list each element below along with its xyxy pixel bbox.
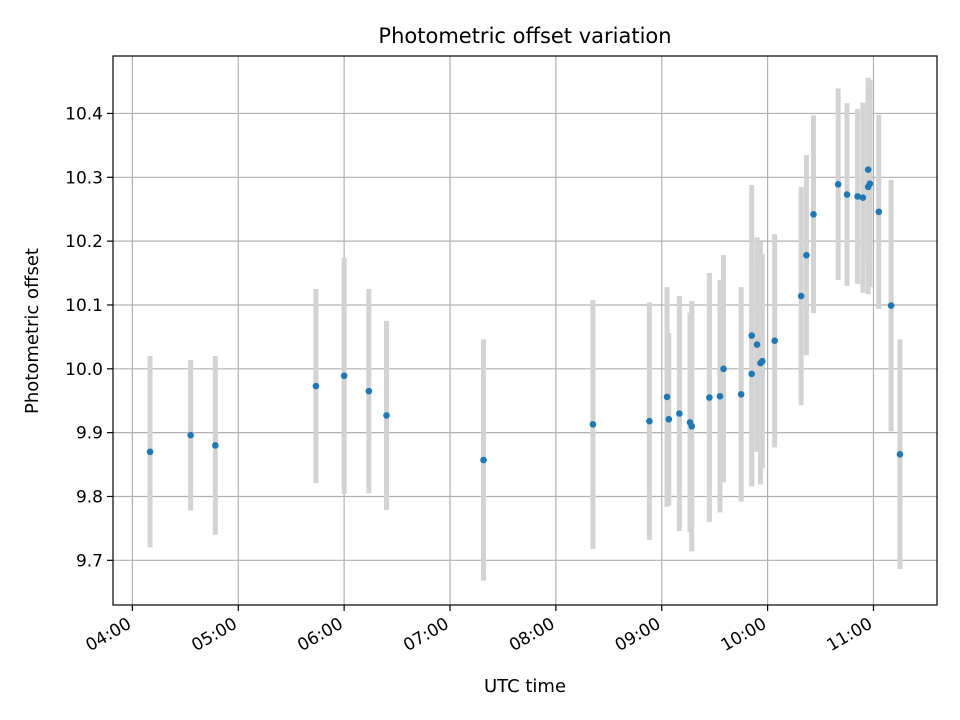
- data-point: [312, 382, 320, 390]
- data-point: [797, 292, 805, 300]
- data-point: [854, 193, 861, 200]
- data-point: [665, 415, 673, 423]
- data-point: [843, 191, 851, 198]
- y-tick-label: 9.8: [76, 487, 103, 507]
- data-point: [753, 341, 761, 348]
- y-tick-label: 10.4: [65, 104, 103, 124]
- data-point: [866, 180, 874, 187]
- data-point: [340, 372, 348, 380]
- data-point: [803, 251, 810, 259]
- data-point: [212, 442, 219, 449]
- data-point: [748, 332, 756, 339]
- data-point: [859, 194, 867, 202]
- data-point: [834, 181, 842, 188]
- y-tick-label: 9.9: [76, 424, 103, 444]
- y-tick-label: 10.1: [65, 296, 103, 316]
- data-point: [875, 208, 883, 216]
- data-point: [646, 417, 653, 425]
- data-point: [146, 448, 154, 456]
- data-point: [383, 412, 390, 419]
- y-axis-ticks: 9.7 9.8 9.9 10.0 10.1 10.2 10.3 10.4: [65, 104, 113, 571]
- data-point: [759, 357, 766, 365]
- data-point: [589, 421, 597, 428]
- data-point: [688, 422, 696, 430]
- data-point: [887, 302, 895, 309]
- data-point: [676, 410, 683, 417]
- data-point: [706, 394, 713, 401]
- data-point: [737, 391, 745, 398]
- data-point: [720, 365, 727, 373]
- y-tick-label: 9.7: [76, 551, 103, 571]
- data-point: [480, 456, 487, 464]
- x-axis-label: UTC time: [484, 676, 566, 697]
- data-points: [146, 166, 904, 464]
- plot-frame: [112, 55, 938, 606]
- chart-title: Photometric offset variation: [378, 24, 671, 48]
- data-point: [748, 370, 756, 378]
- data-point: [663, 393, 671, 401]
- y-tick-label: 10.2: [65, 232, 103, 252]
- y-axis-label: Photometric offset: [22, 248, 43, 414]
- data-point: [771, 337, 778, 345]
- data-point: [716, 392, 724, 400]
- y-tick-label: 10.3: [65, 168, 103, 188]
- data-point: [810, 211, 817, 218]
- data-point: [864, 166, 872, 173]
- data-point: [365, 387, 373, 395]
- data-point: [187, 431, 194, 439]
- y-tick-label: 10.0: [65, 360, 103, 380]
- data-point: [896, 451, 904, 458]
